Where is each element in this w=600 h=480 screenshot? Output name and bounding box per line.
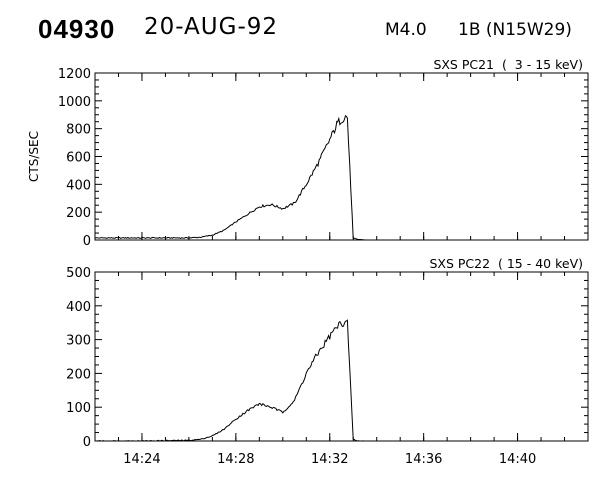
x-tick-label: 14:32: [311, 452, 348, 467]
y-tick-label: 0: [83, 234, 91, 249]
y-tick-label: 500: [66, 266, 91, 281]
y-axis-label: CTS/SEC: [27, 131, 41, 182]
plot-frame: [94, 72, 589, 241]
y-tick-label: 0: [83, 435, 91, 450]
series-line: [95, 319, 365, 442]
event-id: 04930: [38, 14, 116, 44]
series-line: [94, 114, 366, 241]
plot-frame: [94, 271, 589, 442]
y-tick-label: 400: [66, 178, 91, 193]
flare-region: 1B (N15W29): [458, 20, 572, 40]
x-tick-label: 14:36: [405, 452, 442, 467]
x-tick-label: 14:28: [217, 452, 254, 467]
chart-panel-2: 0 100 200 300 400 500 14:24 14:28 14:32 14:36 14:4…: [66, 256, 589, 467]
y-tick-label: 100: [66, 401, 91, 416]
y-tick-label: 200: [66, 206, 91, 221]
x-tick-label: 14:40: [499, 452, 536, 467]
y-tick-label: 800: [66, 123, 91, 138]
y-tick-label: 200: [66, 367, 91, 382]
channel-label: SXS PC22 ( 15 - 40 keV): [429, 256, 583, 271]
y-tick-label: 1000: [58, 95, 91, 110]
y-tick-label: 600: [66, 151, 91, 166]
event-date: 20-AUG-92: [144, 14, 279, 40]
y-tick-label: 1200: [58, 67, 91, 82]
y-tick-label: 400: [66, 300, 91, 315]
y-tick-label: 300: [66, 334, 91, 349]
x-tick-label: 14:24: [123, 452, 160, 467]
chart-panel-1: 0 200 400 600 800 1000 1200 SXS PC21 ( 3 - 15 k…: [27, 57, 589, 249]
channel-label: SXS PC21 ( 3 - 15 keV): [433, 57, 583, 72]
flare-class: M4.0: [385, 20, 427, 40]
